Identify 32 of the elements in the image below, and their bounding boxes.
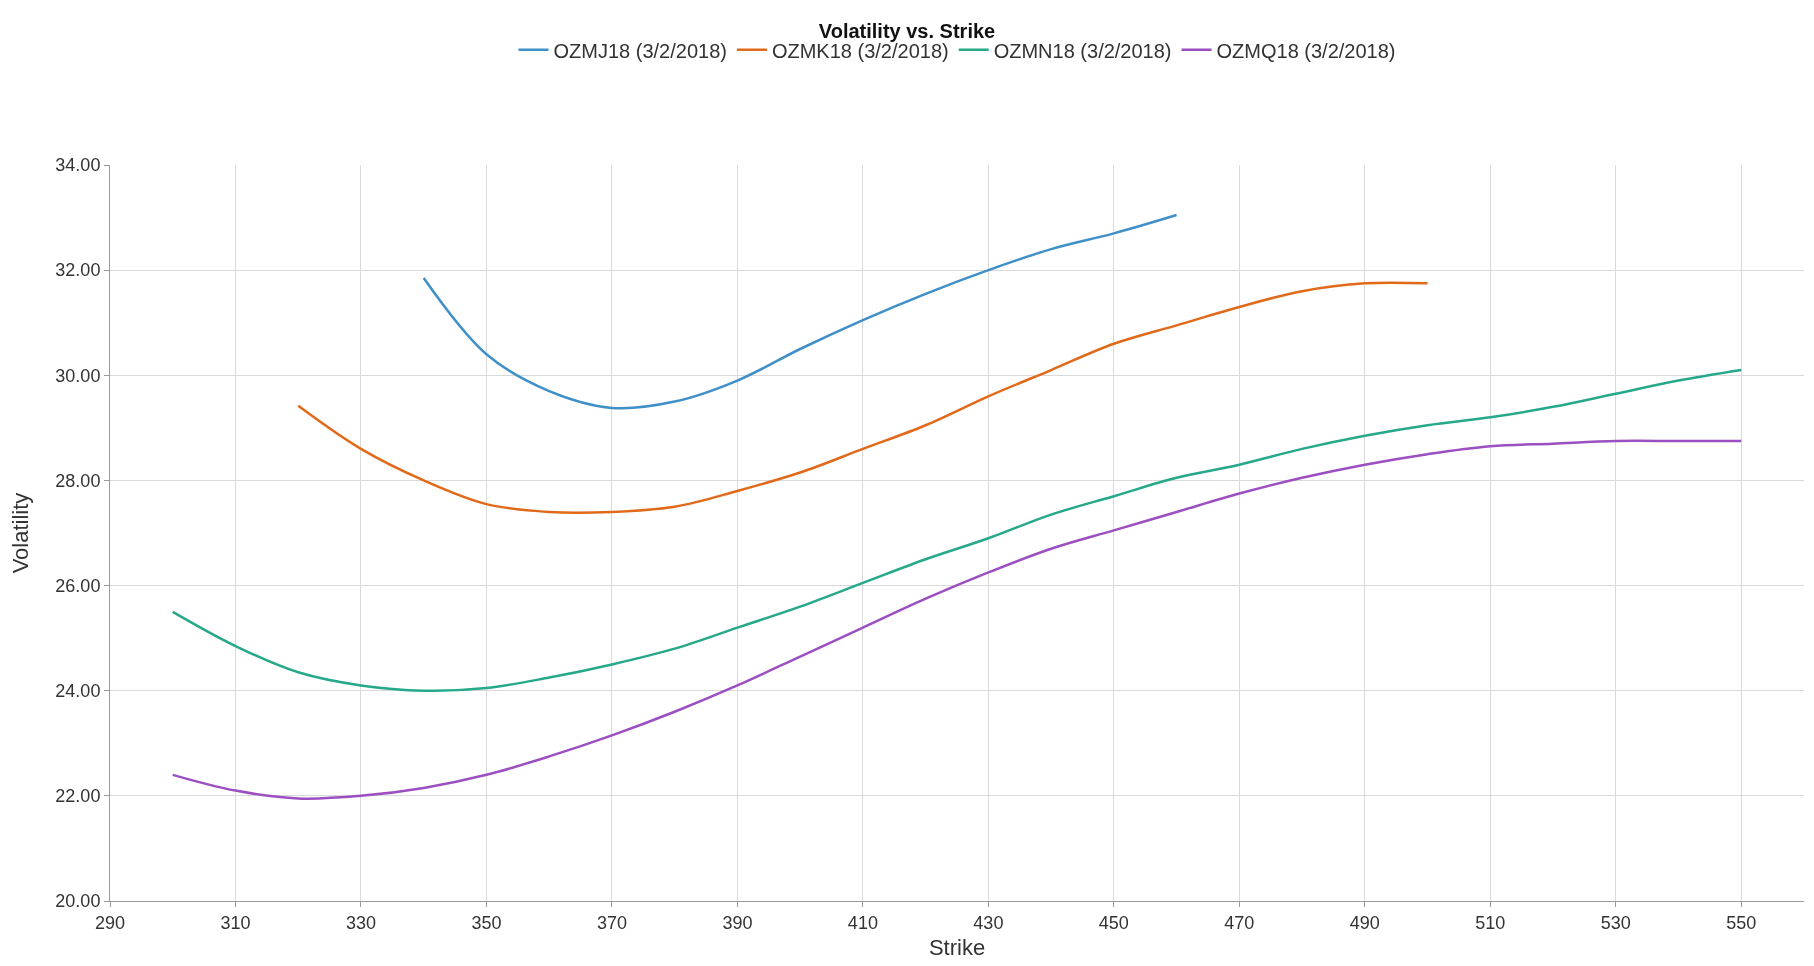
legend-label: OZMQ18 (3/2/2018) — [1216, 39, 1396, 62]
y-axis-title: Volatility — [8, 492, 34, 574]
x-tick-label: 450 — [1098, 912, 1129, 933]
legend-label: OZMJ18 (3/2/2018) — [553, 39, 727, 62]
y-tick-label: 28.00 — [55, 470, 101, 491]
y-tick-label: 30.00 — [55, 365, 101, 386]
x-tick-label: 430 — [973, 912, 1004, 933]
legend-label: OZMN18 (3/2/2018) — [993, 39, 1172, 62]
x-tick-label: 410 — [847, 912, 878, 933]
y-tick-label: 24.00 — [55, 681, 101, 702]
y-tick-label: 26.00 — [55, 575, 101, 596]
x-tick-label: 350 — [471, 912, 502, 933]
y-tick-label: 34.00 — [55, 155, 101, 176]
line-series — [171, 439, 1743, 800]
x-axis-title: Strike — [928, 935, 986, 961]
chart-title: Volatility vs. Strike — [818, 20, 996, 43]
x-tick-label: 390 — [722, 912, 753, 933]
x-tick-label: 530 — [1600, 912, 1631, 933]
y-tick-label: 20.00 — [55, 891, 101, 912]
x-tick-label: 470 — [1224, 912, 1255, 933]
x-tick-label: 550 — [1726, 912, 1757, 933]
line-series — [171, 368, 1743, 693]
x-tick-label: 290 — [94, 912, 126, 933]
x-tick-label: 370 — [596, 912, 627, 933]
y-tick-label: 22.00 — [55, 786, 101, 807]
line-series — [422, 213, 1178, 410]
y-tick-label: 32.00 — [55, 260, 101, 281]
x-tick-label: 310 — [220, 912, 251, 933]
x-tick-label: 330 — [345, 912, 376, 933]
line-series — [296, 281, 1429, 515]
x-tick-label: 490 — [1349, 912, 1380, 933]
x-tick-label: 510 — [1475, 912, 1506, 933]
